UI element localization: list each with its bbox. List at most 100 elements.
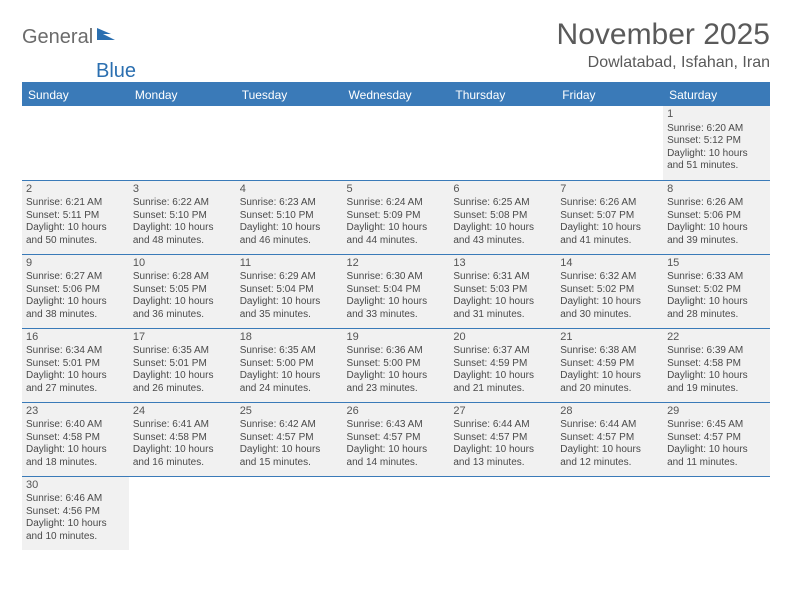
calendar-day-cell: 3Sunrise: 6:22 AMSunset: 5:10 PMDaylight… xyxy=(129,180,236,254)
day-number: 5 xyxy=(347,183,446,197)
calendar-day-cell xyxy=(343,476,450,550)
sunrise-text: Sunrise: 6:36 AM xyxy=(347,345,446,358)
sunrise-text: Sunrise: 6:39 AM xyxy=(667,345,766,358)
calendar-day-cell: 29Sunrise: 6:45 AMSunset: 4:57 PMDayligh… xyxy=(663,402,770,476)
daylight-text: Daylight: 10 hours xyxy=(560,370,659,383)
day-header: Sunday xyxy=(22,83,129,106)
day-number: 20 xyxy=(453,331,552,345)
daylight-text: Daylight: 10 hours xyxy=(347,222,446,235)
daylight-text: and 24 minutes. xyxy=(240,383,339,396)
daylight-text: Daylight: 10 hours xyxy=(240,444,339,457)
calendar-day-cell: 2Sunrise: 6:21 AMSunset: 5:11 PMDaylight… xyxy=(22,180,129,254)
sunset-text: Sunset: 4:57 PM xyxy=(560,432,659,445)
day-number: 13 xyxy=(453,257,552,271)
sunset-text: Sunset: 5:01 PM xyxy=(26,358,125,371)
daylight-text: and 38 minutes. xyxy=(26,309,125,322)
sunset-text: Sunset: 5:10 PM xyxy=(240,210,339,223)
sunrise-text: Sunrise: 6:34 AM xyxy=(26,345,125,358)
calendar-day-cell: 12Sunrise: 6:30 AMSunset: 5:04 PMDayligh… xyxy=(343,254,450,328)
daylight-text: and 33 minutes. xyxy=(347,309,446,322)
daylight-text: and 15 minutes. xyxy=(240,457,339,470)
daylight-text: Daylight: 10 hours xyxy=(26,444,125,457)
calendar-day-cell: 9Sunrise: 6:27 AMSunset: 5:06 PMDaylight… xyxy=(22,254,129,328)
calendar-body: 1Sunrise: 6:20 AMSunset: 5:12 PMDaylight… xyxy=(22,106,770,550)
sunrise-text: Sunrise: 6:32 AM xyxy=(560,271,659,284)
sunset-text: Sunset: 5:12 PM xyxy=(667,135,766,148)
sunset-text: Sunset: 4:57 PM xyxy=(240,432,339,445)
sunrise-text: Sunrise: 6:25 AM xyxy=(453,197,552,210)
day-number: 15 xyxy=(667,257,766,271)
daylight-text: and 30 minutes. xyxy=(560,309,659,322)
daylight-text: and 50 minutes. xyxy=(26,235,125,248)
daylight-text: and 20 minutes. xyxy=(560,383,659,396)
day-number: 11 xyxy=(240,257,339,271)
daylight-text: and 23 minutes. xyxy=(347,383,446,396)
calendar-day-cell xyxy=(22,106,129,180)
daylight-text: Daylight: 10 hours xyxy=(133,370,232,383)
title-block: November 2025 Dowlatabad, Isfahan, Iran xyxy=(557,18,770,72)
daylight-text: and 18 minutes. xyxy=(26,457,125,470)
sunrise-text: Sunrise: 6:26 AM xyxy=(560,197,659,210)
day-header: Friday xyxy=(556,83,663,106)
daylight-text: and 41 minutes. xyxy=(560,235,659,248)
day-number: 23 xyxy=(26,405,125,419)
daylight-text: Daylight: 10 hours xyxy=(667,296,766,309)
daylight-text: and 46 minutes. xyxy=(240,235,339,248)
calendar-day-cell: 5Sunrise: 6:24 AMSunset: 5:09 PMDaylight… xyxy=(343,180,450,254)
sunset-text: Sunset: 4:57 PM xyxy=(347,432,446,445)
daylight-text: Daylight: 10 hours xyxy=(26,222,125,235)
day-number: 8 xyxy=(667,183,766,197)
daylight-text: Daylight: 10 hours xyxy=(453,370,552,383)
daylight-text: Daylight: 10 hours xyxy=(26,370,125,383)
day-number: 16 xyxy=(26,331,125,345)
day-number: 7 xyxy=(560,183,659,197)
sunset-text: Sunset: 4:57 PM xyxy=(667,432,766,445)
day-number: 25 xyxy=(240,405,339,419)
sunrise-text: Sunrise: 6:22 AM xyxy=(133,197,232,210)
calendar-day-cell: 7Sunrise: 6:26 AMSunset: 5:07 PMDaylight… xyxy=(556,180,663,254)
location-text: Dowlatabad, Isfahan, Iran xyxy=(557,54,770,72)
calendar-day-cell xyxy=(236,106,343,180)
calendar-day-cell xyxy=(663,476,770,550)
daylight-text: Daylight: 10 hours xyxy=(347,370,446,383)
daylight-text: and 39 minutes. xyxy=(667,235,766,248)
day-number: 27 xyxy=(453,405,552,419)
sunrise-text: Sunrise: 6:26 AM xyxy=(667,197,766,210)
day-number: 28 xyxy=(560,405,659,419)
daylight-text: Daylight: 10 hours xyxy=(667,370,766,383)
logo-text-blue: Blue xyxy=(96,60,136,83)
calendar-day-cell: 30Sunrise: 6:46 AMSunset: 4:56 PMDayligh… xyxy=(22,476,129,550)
day-number: 30 xyxy=(26,479,125,493)
calendar-day-cell xyxy=(556,106,663,180)
calendar-day-cell: 15Sunrise: 6:33 AMSunset: 5:02 PMDayligh… xyxy=(663,254,770,328)
day-number: 22 xyxy=(667,331,766,345)
sunset-text: Sunset: 4:57 PM xyxy=(453,432,552,445)
calendar-day-cell: 25Sunrise: 6:42 AMSunset: 4:57 PMDayligh… xyxy=(236,402,343,476)
sunset-text: Sunset: 5:06 PM xyxy=(667,210,766,223)
calendar-day-cell: 18Sunrise: 6:35 AMSunset: 5:00 PMDayligh… xyxy=(236,328,343,402)
daylight-text: Daylight: 10 hours xyxy=(26,518,125,531)
daylight-text: and 44 minutes. xyxy=(347,235,446,248)
sunrise-text: Sunrise: 6:35 AM xyxy=(240,345,339,358)
sunset-text: Sunset: 4:58 PM xyxy=(26,432,125,445)
sunrise-text: Sunrise: 6:27 AM xyxy=(26,271,125,284)
daylight-text: Daylight: 10 hours xyxy=(667,148,766,161)
day-number: 24 xyxy=(133,405,232,419)
calendar-week-row: 2Sunrise: 6:21 AMSunset: 5:11 PMDaylight… xyxy=(22,180,770,254)
daylight-text: Daylight: 10 hours xyxy=(560,296,659,309)
sunset-text: Sunset: 4:56 PM xyxy=(26,506,125,519)
calendar-day-cell: 24Sunrise: 6:41 AMSunset: 4:58 PMDayligh… xyxy=(129,402,236,476)
logo: General xyxy=(22,18,121,49)
daylight-text: and 27 minutes. xyxy=(26,383,125,396)
day-number: 2 xyxy=(26,183,125,197)
day-number: 1 xyxy=(667,108,766,122)
month-title: November 2025 xyxy=(557,18,770,52)
day-number: 3 xyxy=(133,183,232,197)
day-number: 29 xyxy=(667,405,766,419)
sunset-text: Sunset: 5:08 PM xyxy=(453,210,552,223)
day-number: 26 xyxy=(347,405,446,419)
daylight-text: and 35 minutes. xyxy=(240,309,339,322)
day-number: 18 xyxy=(240,331,339,345)
sunrise-text: Sunrise: 6:28 AM xyxy=(133,271,232,284)
daylight-text: and 43 minutes. xyxy=(453,235,552,248)
